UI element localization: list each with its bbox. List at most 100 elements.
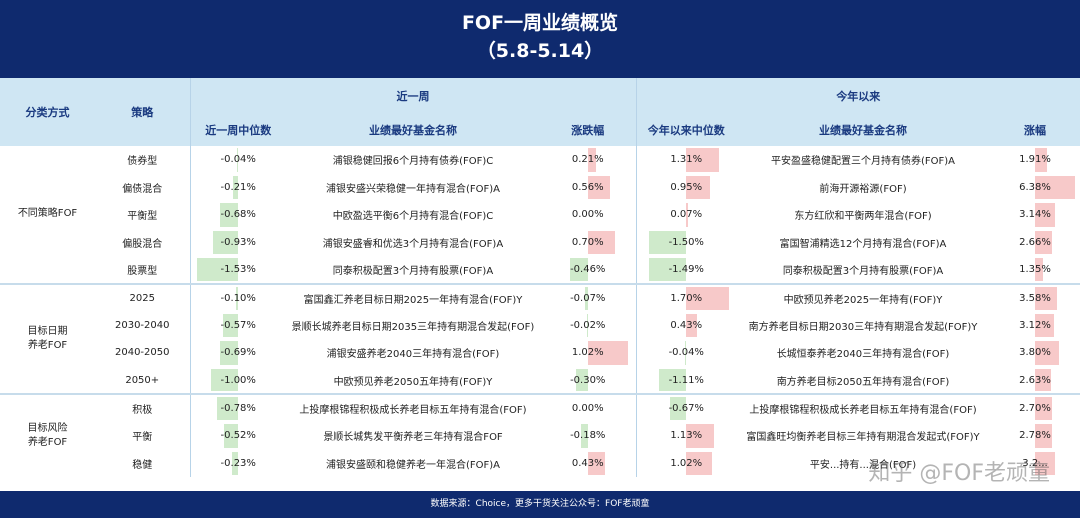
fof-performance-table: 分类方式 策略 近一周 今年以来 近一周中位数 业绩最好基金名称 涨跌幅 今年以…	[0, 78, 1080, 478]
ytd-median-cell: -1.50%	[635, 228, 737, 257]
positive-bar	[587, 175, 610, 200]
week-best-fund-cell: 浦银安盛颐和稳健养老一年混合(FOF)A	[286, 450, 540, 478]
negative-bar	[237, 148, 239, 172]
ytd-median-cell: 1.02%	[635, 449, 737, 478]
week-change-cell: 0.00%	[540, 201, 636, 229]
col-ytd-change: 涨幅	[990, 113, 1080, 146]
week-change-cell: -0.07%	[540, 282, 637, 312]
ytd-best-fund-cell: 长城恒泰养老2040三年持有混合(FOF)	[736, 339, 990, 367]
week-best-fund-cell-text: 同泰积极配置3个月持有股票(FOF)A	[332, 266, 494, 278]
week-change-cell: -0.46%	[540, 256, 636, 284]
ytd-median-cell: 0.43%	[635, 311, 737, 340]
positive-bar	[1035, 148, 1047, 172]
ytd-change-cell: 3.12%	[990, 312, 1080, 340]
col-ytd-best: 业绩最好基金名称	[736, 113, 991, 146]
ytd-best-fund-cell: 南方养老目标2050五年持有混合(FOF)	[736, 367, 990, 395]
strategy-cell: 偏股混合	[95, 229, 190, 257]
ytd-change-cell-text: 2.70%	[1019, 403, 1051, 415]
ytd-change-cell: 1.91%	[990, 146, 1080, 174]
ytd-best-fund-cell: 平安...持有...混合(FOF)	[736, 450, 990, 478]
col-category: 分类方式	[0, 78, 95, 146]
table-row: 平衡型 -0.68% 中欧盈选平衡6个月持有混合(FOF)C 0.00% 0.07% 东方…	[0, 201, 1080, 229]
week-best-fund-cell: 中欧盈选平衡6个月持有混合(FOF)C	[286, 201, 540, 229]
week-change-cell: -0.18%	[540, 422, 636, 450]
col-ytd-median: 今年以来中位数	[635, 113, 737, 146]
ytd-best-fund-cell-text: 长城恒泰养老2040三年持有混合(FOF)	[776, 349, 950, 361]
positive-bar	[1035, 230, 1052, 255]
ytd-median-cell-text: 0.43%	[670, 319, 703, 331]
ytd-change-cell-text: 3.58%	[1019, 292, 1051, 304]
negative-bar	[585, 286, 588, 310]
col-week-best: 业绩最好基金名称	[286, 113, 540, 146]
strategy-cell: 积极	[95, 393, 190, 422]
positive-bar	[1035, 258, 1044, 281]
strategy-cell-text: 积极	[132, 405, 153, 417]
week-change-cell-text: 1.02%	[571, 347, 604, 359]
col-strategy: 策略	[95, 78, 190, 146]
negative-bar	[580, 423, 588, 448]
ytd-best-fund-cell: 富国鑫旺均衡养老目标三年持有期混合发起式(FOF)Y	[736, 422, 990, 450]
week-change-cell-text: 0.56%	[571, 181, 604, 193]
week-median-cell: -0.68%	[189, 201, 286, 229]
week-change-cell-text: -0.46%	[570, 264, 606, 276]
negative-bar	[648, 230, 687, 255]
ytd-median-cell-text: 0.07%	[670, 209, 703, 221]
positive-bar	[587, 451, 605, 476]
negative-bar	[232, 175, 239, 200]
strategy-cell-text: 债券型	[127, 156, 158, 168]
ytd-best-fund-cell-text: 富国智浦精选12个月持有混合(FOF)A	[779, 239, 947, 251]
week-change-cell: 0.56%	[540, 174, 636, 202]
negative-bar	[235, 286, 239, 310]
week-change-cell-text: 0.00%	[571, 209, 604, 221]
ytd-change-cell-text: 3.80%	[1019, 347, 1051, 359]
positive-bar	[686, 148, 719, 172]
week-median-cell: -0.23%	[189, 449, 286, 478]
week-best-fund-cell-text: 浦银安盛颐和稳健养老一年混合(FOF)A	[325, 459, 501, 471]
table-row: 稳健 -0.23% 浦银安盛颐和稳健养老一年混合(FOF)A 0.43% 1.02% 平安…	[0, 449, 1080, 478]
category-cell: 目标日期 养老FOF	[0, 282, 95, 395]
week-median-cell-text: -1.00%	[220, 374, 256, 386]
ytd-change-cell: 3.2...	[990, 450, 1080, 478]
week-median-cell-text: -0.23%	[220, 457, 256, 469]
ytd-change-cell-text: 1.35%	[1019, 264, 1051, 276]
strategy-cell: 2025	[95, 282, 190, 312]
positive-bar	[1035, 397, 1052, 420]
ytd-best-fund-cell-text: 富国鑫旺均衡养老目标三年持有期混合发起式(FOF)Y	[746, 432, 980, 444]
ytd-best-fund-cell: 富国智浦精选12个月持有混合(FOF)A	[736, 229, 990, 257]
ytd-change-cell-text: 2.66%	[1019, 237, 1051, 249]
ytd-best-fund-cell-text: 南方养老目标2050五年持有混合(FOF)	[776, 376, 950, 388]
strategy-cell-text: 2040-2050	[114, 347, 170, 359]
ytd-best-fund-cell-text: 前海开源裕源(FOF)	[819, 183, 907, 195]
strategy-cell-text: 股票型	[127, 266, 158, 278]
week-best-fund-cell-text: 浦银安盛兴荣稳健一年持有混合(FOF)A	[325, 183, 501, 195]
ytd-change-cell-text: 3.14%	[1019, 209, 1051, 221]
week-best-fund-cell-text: 浦银稳健回报6个月持有债券(FOF)C	[332, 156, 494, 168]
positive-bar	[686, 286, 729, 310]
table-row: 2050+ -1.00% 中欧预见养老2050五年持有(FOF)Y -0.30% -1.…	[0, 366, 1080, 395]
negative-bar	[211, 368, 239, 392]
ytd-change-cell: 3.14%	[990, 201, 1080, 229]
week-median-cell: -0.04%	[189, 146, 286, 174]
strategy-cell-text: 平衡	[132, 432, 153, 444]
ytd-median-cell-text: 1.31%	[670, 154, 703, 166]
week-median-cell-text: -0.52%	[220, 430, 256, 442]
ytd-best-fund-cell-text: 平安盈盛稳健配置三个月持有债券(FOF)A	[771, 156, 956, 168]
table-row: 偏债混合 -0.21% 浦银安盛兴荣稳健一年持有混合(FOF)A 0.56% 0.95%…	[0, 173, 1080, 202]
week-best-fund-cell-text: 浦银安盛睿和优选3个月持有混合(FOF)A	[322, 239, 504, 251]
table-row: 目标日期 养老FOF 2025 -0.10% 富国鑫汇养老目标日期2025一年持有混合…	[0, 282, 1080, 395]
negative-bar	[232, 451, 239, 476]
week-median-cell-text: -0.68%	[220, 209, 256, 221]
week-change-cell: -0.02%	[540, 312, 636, 340]
negative-bar	[649, 258, 687, 281]
table-row: 平衡 -0.52% 景顺长城隽发平衡养老三年持有混合FOF -0.18% 1.13% 富国…	[0, 421, 1080, 450]
page-title: FOF一周业绩概览	[461, 12, 619, 34]
week-median-cell: -1.53%	[189, 256, 286, 284]
strategy-cell: 稳健	[95, 450, 190, 478]
negative-bar	[217, 397, 239, 420]
ytd-median-cell: -1.11%	[635, 366, 737, 395]
ytd-median-cell-text: -0.67%	[668, 403, 704, 415]
table-row: 不同策略FOF 债券型 -0.04% 浦银稳健回报6个月持有债券(FOF)C 0.21%…	[0, 146, 1080, 219]
ytd-median-cell-text: 1.02%	[670, 457, 703, 469]
col-group-ytd: 今年以来	[635, 78, 1080, 113]
